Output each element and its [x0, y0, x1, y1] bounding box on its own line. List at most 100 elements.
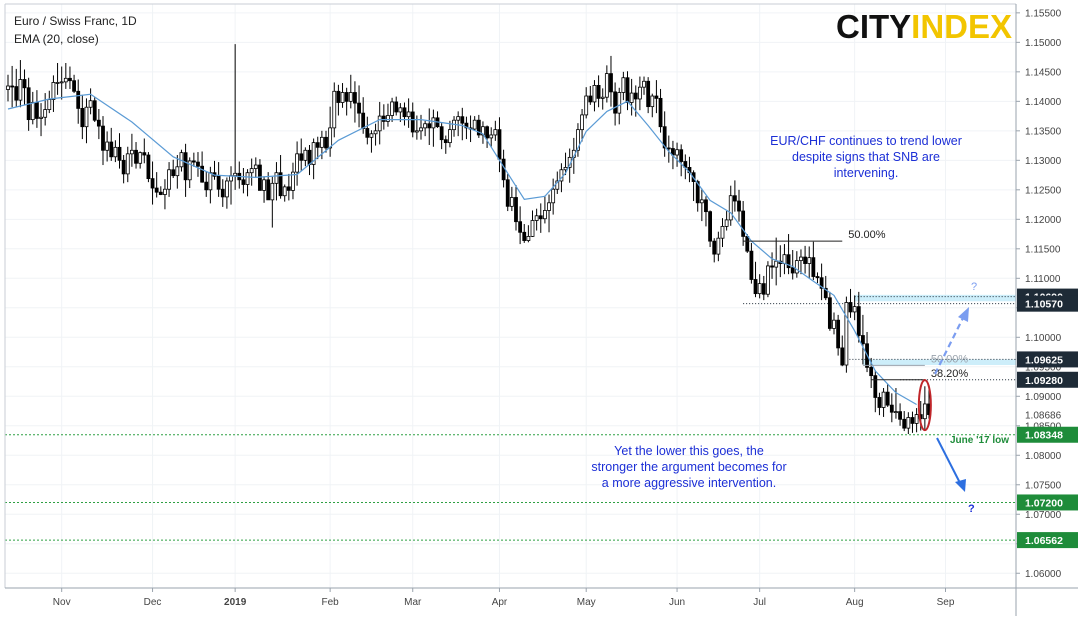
candle-body — [596, 85, 601, 99]
question-mark-up: ? — [971, 281, 977, 293]
candle-body — [427, 123, 432, 129]
candle-body — [852, 306, 857, 313]
candle-body — [497, 129, 502, 160]
candle-body — [617, 92, 622, 114]
candle-body — [6, 85, 10, 90]
candle-body — [753, 279, 758, 295]
candle-body — [286, 186, 291, 191]
candle-body — [861, 335, 865, 345]
candle-body — [704, 199, 708, 213]
candle-body — [799, 256, 803, 262]
candle-body — [708, 211, 712, 242]
candle-body — [319, 136, 324, 148]
candle-body — [167, 169, 171, 190]
candle-body — [650, 95, 655, 108]
x-tick-label: May — [577, 597, 596, 608]
y-tick-label: 1.11000 — [1025, 274, 1061, 285]
candle-body — [332, 90, 337, 129]
candle-body — [72, 80, 76, 92]
candle-body — [158, 191, 163, 195]
candle-body — [344, 92, 349, 102]
candle-body — [245, 172, 250, 185]
candle-body — [675, 149, 679, 156]
candle-body — [150, 178, 155, 189]
candle-body — [588, 95, 593, 103]
x-tick-label: Feb — [322, 597, 340, 608]
candle-body — [869, 366, 874, 377]
candle-body — [394, 101, 399, 113]
highlight-bands — [854, 294, 1016, 366]
candle-body — [856, 306, 861, 336]
arrow-up-shaft — [934, 317, 964, 375]
candle-body — [163, 188, 167, 195]
candle-body — [555, 180, 560, 190]
candle-body — [642, 80, 646, 88]
candle-body — [14, 86, 19, 101]
candle-body — [398, 107, 403, 113]
fib-label: 50.00% — [848, 229, 886, 241]
candle-body — [518, 221, 523, 233]
candle-body — [472, 119, 477, 130]
axes-layer: 1.15500 1.15000 1.14500 1.14000 1.13500 1.130… — [4, 3, 1078, 616]
candle-body — [241, 179, 246, 185]
candle-body — [253, 164, 258, 169]
candle-body — [39, 116, 43, 119]
price-tag-bg — [1017, 494, 1078, 511]
candle-body — [142, 152, 147, 156]
candle-body — [10, 85, 15, 88]
candle-body — [249, 168, 254, 174]
candle-body — [138, 152, 143, 164]
candle-body — [431, 117, 436, 129]
candle-body — [109, 141, 114, 158]
candle-body — [914, 414, 919, 424]
price-tag-label: 1.09625 — [1025, 354, 1063, 366]
candle-body — [538, 215, 543, 220]
current-price-label: 1.08686 — [1025, 410, 1062, 421]
candle-body — [654, 95, 659, 99]
candle-body — [794, 260, 799, 274]
drawings — [917, 307, 969, 492]
candle-body — [609, 73, 613, 93]
candle-body — [105, 141, 110, 151]
annotation-bottom-line-3: a more aggressive intervention. — [602, 476, 776, 490]
candle-body — [282, 186, 287, 197]
y-tick-label: 1.08000 — [1025, 451, 1062, 462]
candle-body — [278, 172, 283, 197]
candle-body — [291, 171, 295, 191]
logo-text: CITYINDEX — [836, 8, 1012, 45]
candle-body — [807, 257, 812, 264]
candle-body — [889, 404, 894, 413]
candle-body — [191, 160, 196, 163]
candle-body — [113, 146, 118, 158]
candle-body — [873, 375, 878, 398]
candle-body — [357, 102, 361, 114]
candle-body — [311, 142, 316, 165]
candle-body — [30, 102, 35, 121]
candle-body — [534, 215, 539, 221]
candle-body — [365, 128, 370, 138]
indicator-label: EMA (20, close) — [14, 32, 99, 46]
candle-body — [410, 111, 415, 133]
price-tag-bg — [1017, 426, 1078, 443]
candle-body — [815, 276, 820, 279]
candle-body — [476, 119, 481, 136]
candle-body — [732, 195, 737, 202]
x-tick-label: Jul — [753, 597, 766, 608]
arrow-down-shaft — [936, 437, 961, 484]
cityindex-logo: CITYINDEX — [836, 8, 1012, 45]
candle-body — [96, 119, 101, 127]
annotation-bottom-line-2: stronger the argument becomes for — [591, 460, 786, 474]
candle-body — [361, 112, 366, 129]
candle-body — [216, 175, 221, 190]
candle-body — [270, 182, 275, 201]
candle-body — [456, 116, 461, 121]
candle-body — [406, 111, 411, 118]
candle-body — [460, 116, 465, 124]
candle-body — [340, 92, 345, 103]
candle-body — [625, 77, 630, 103]
x-tick-label: Apr — [492, 597, 508, 608]
candle-body — [782, 254, 787, 264]
